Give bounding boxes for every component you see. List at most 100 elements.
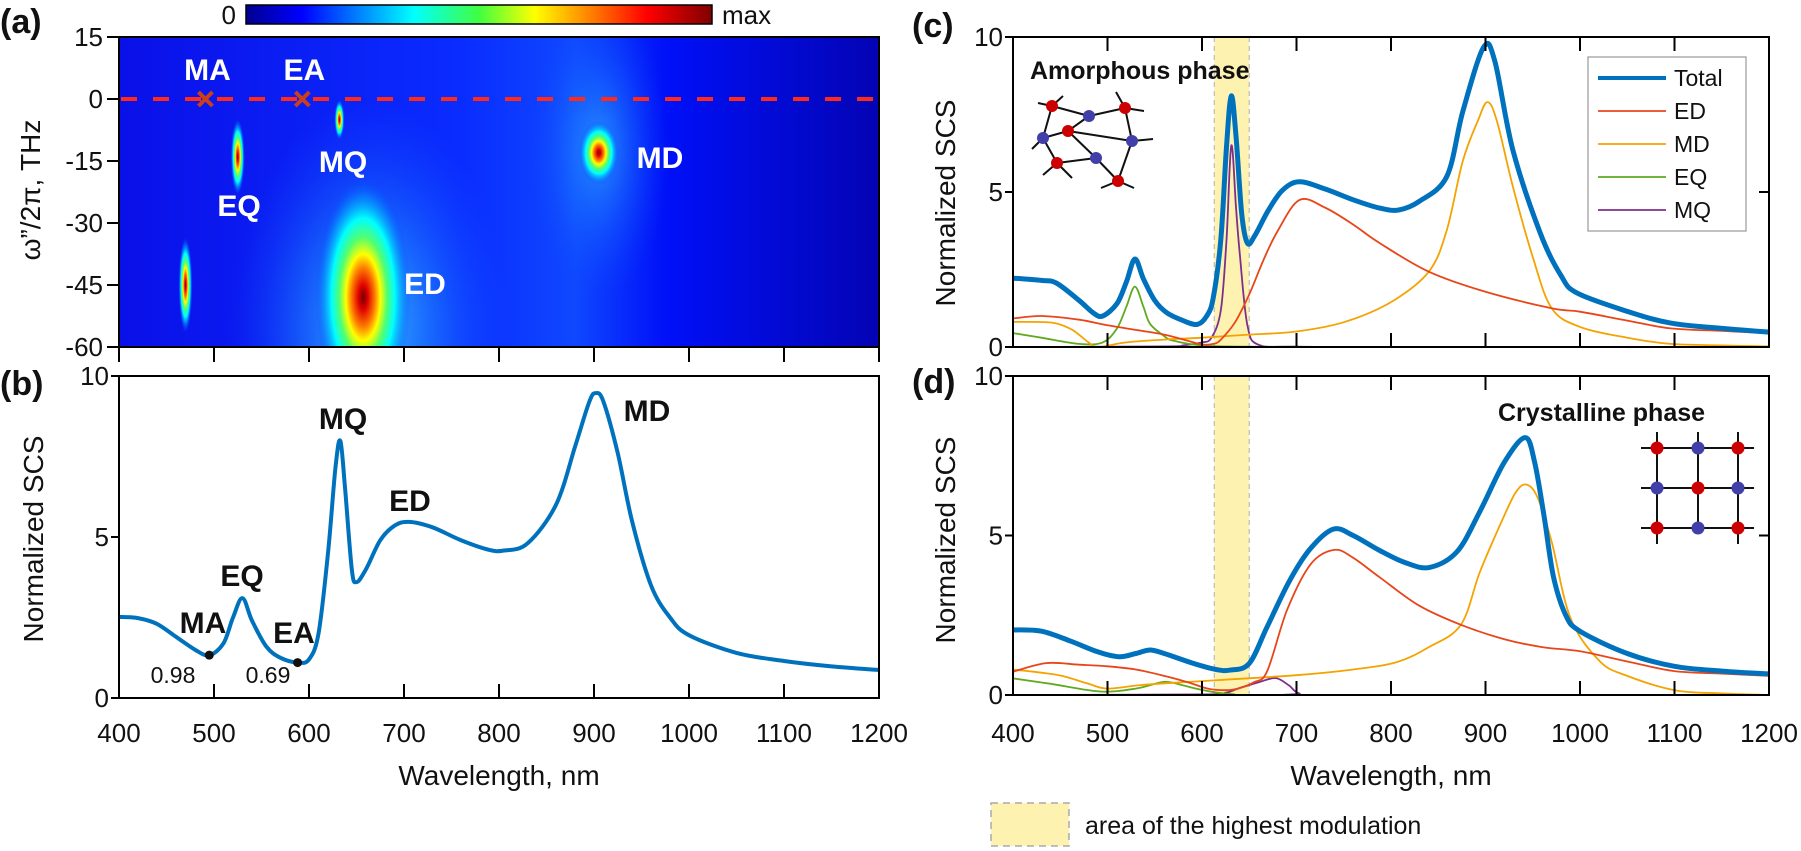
series-group xyxy=(1013,41,1769,347)
heatmap-label-mq: MQ xyxy=(319,146,367,179)
series-line-eq xyxy=(1013,677,1769,695)
highlight-legend: area of the highest modulation xyxy=(990,802,1421,847)
annotation-eq: EQ xyxy=(220,560,263,593)
heatmap-label-ma: MA xyxy=(184,54,231,87)
x-tick-label-d: 400 xyxy=(991,718,1034,748)
pole-spot-eq xyxy=(230,118,245,195)
x-marker-ea xyxy=(293,90,311,108)
y-tick-label-a: -30 xyxy=(65,208,103,238)
x-tick-label-b: 700 xyxy=(382,718,425,748)
series-group xyxy=(118,391,880,672)
panel-label-a: (a) xyxy=(0,3,42,41)
annotation-value-ea: 0.69 xyxy=(246,662,291,688)
pole-spot xyxy=(178,237,193,333)
pole-spot-ed xyxy=(315,177,412,347)
colorbar-max-label: max xyxy=(722,0,771,30)
panel-label-c: (c) xyxy=(912,7,954,45)
x-tick-label-d: 600 xyxy=(1180,718,1223,748)
x-tick-label-b: 800 xyxy=(477,718,520,748)
x-tick-label-d: 800 xyxy=(1369,718,1412,748)
series-line-total xyxy=(1013,41,1769,335)
x-tick-label-d: 900 xyxy=(1464,718,1507,748)
highlight-legend-label: area of the highest modulation xyxy=(1085,812,1421,840)
y-tick-label-a: -45 xyxy=(65,270,103,300)
plot-frame-b xyxy=(118,375,880,699)
y-tick-label-d: 5 xyxy=(989,521,1003,551)
x-tick-label-d: 1200 xyxy=(1740,718,1798,748)
x-tick-label-d: 500 xyxy=(1086,718,1129,748)
annotation-dot-ma xyxy=(204,650,214,660)
y-tick-label-d: 10 xyxy=(974,361,1003,391)
panel-c-plot: 0 5 10 xyxy=(974,22,1770,362)
y-tick-label-c: 10 xyxy=(974,22,1003,52)
x-axis-label-b: Wavelength, nm xyxy=(398,760,599,791)
crystal-lattice-icon xyxy=(1641,432,1754,544)
legend-label-ed: ED xyxy=(1674,98,1706,124)
colorbar-min-label: 0 xyxy=(222,0,236,30)
x-tick-label-d: 1100 xyxy=(1647,718,1703,748)
x-tick-label-d: 1000 xyxy=(1551,718,1609,748)
panel-label-d: (d) xyxy=(912,363,955,401)
panel-d-plot: 400 500 600 700 800 900 1000 1100 1200 0 5 10 xyxy=(974,361,1798,748)
legend: Total ED MD EQ MQ xyxy=(1587,56,1747,232)
x-tick-label-d: 700 xyxy=(1275,718,1318,748)
y-axis-label-a: ω”/2π, THz xyxy=(15,120,46,261)
y-tick-label-a: -60 xyxy=(65,332,103,362)
x-marker-ma xyxy=(197,90,214,108)
colorbar-gradient xyxy=(245,4,713,25)
series-line-total xyxy=(118,391,880,672)
x-tick-label-b: 600 xyxy=(287,718,330,748)
annotation-md: MD xyxy=(624,395,671,428)
y-tick-label-d: 0 xyxy=(989,680,1003,710)
y-axis-label-d: Normalized SCS xyxy=(930,437,961,644)
heatmap-label-md: MD xyxy=(637,142,684,175)
y-tick-label-c: 0 xyxy=(989,332,1003,362)
annotation-value-ma: 0.98 xyxy=(151,662,196,688)
y-tick-label-b: 0 xyxy=(95,683,109,713)
legend-label-eq: EQ xyxy=(1674,164,1707,190)
x-tick-label-b: 1200 xyxy=(850,718,908,748)
heatmap-label-ed: ED xyxy=(404,268,446,301)
pole-spot-md xyxy=(578,120,619,185)
amorphous-phase-label: Amorphous phase xyxy=(1030,57,1250,85)
x-tick-label-b: 400 xyxy=(97,718,140,748)
annotation-ma: MA xyxy=(180,607,227,640)
colorbar: 0 max xyxy=(222,0,772,30)
y-axis-label-b: Normalized SCS xyxy=(18,436,49,643)
legend-label-total: Total xyxy=(1674,65,1723,91)
y-tick-label-a: -15 xyxy=(65,146,103,176)
plot-frame-b xyxy=(118,375,880,699)
panel-b-plot: 400 500 600 700 800 900 1000 1100 1200 0 5 10 MA 0.98… xyxy=(80,361,908,748)
crystalline-phase-label: Crystalline phase xyxy=(1498,399,1705,427)
annotation-ed: ED xyxy=(389,485,431,518)
x-tick-label-b: 1000 xyxy=(660,718,718,748)
highlight-band xyxy=(1214,376,1250,695)
y-axis-label-c: Normalized SCS xyxy=(930,100,961,307)
x-axis-label-d: Wavelength, nm xyxy=(1290,760,1491,791)
y-tick-label-a: 15 xyxy=(74,22,103,52)
legend-label-md: MD xyxy=(1674,131,1710,157)
x-tick-label-b: 900 xyxy=(572,718,615,748)
y-tick-label-b: 10 xyxy=(80,361,109,391)
series-line-ed xyxy=(1013,548,1769,692)
y-tick-label-c: 5 xyxy=(989,177,1003,207)
x-tick-label-b: 1100 xyxy=(756,718,812,748)
heatmap-label-ea: EA xyxy=(284,54,326,87)
series-group xyxy=(1013,435,1769,695)
series-line-md xyxy=(1013,101,1769,347)
amorphous-structure-icon xyxy=(1031,91,1154,189)
annotation-mq: MQ xyxy=(319,403,367,436)
highlight-swatch xyxy=(990,802,1070,847)
annotation-ea: EA xyxy=(273,617,315,650)
heatmap-label-eq: EQ xyxy=(217,190,260,223)
y-tick-label-b: 5 xyxy=(95,522,109,552)
panel-a-heatmap: MA EA EQ MQ ED MD 15 0 -15 -30 -45 -60 xyxy=(65,22,880,362)
series-line-total xyxy=(1013,435,1769,677)
pole-spot-mq xyxy=(334,99,345,140)
panel-label-b: (b) xyxy=(0,365,43,403)
x-tick-label-b: 500 xyxy=(192,718,235,748)
annotation-dot-ea xyxy=(293,658,303,668)
y-tick-label-a: 0 xyxy=(89,84,103,114)
legend-label-mq: MQ xyxy=(1674,197,1711,223)
